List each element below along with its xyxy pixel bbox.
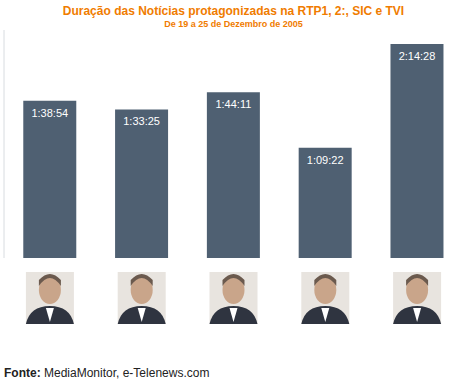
svg-text:1:38:54: 1:38:54 — [31, 107, 68, 119]
svg-text:1:09:22: 1:09:22 — [307, 154, 344, 166]
svg-text:1:44:11: 1:44:11 — [215, 98, 251, 110]
svg-text:1:33:25: 1:33:25 — [123, 115, 160, 127]
html-text:Duração das Notícias protagoni: Duração das Notícias protagonizadas na R… — [62, 4, 405, 18]
html-text:Fonte: MediaMonitor, e-Telenew: Fonte: MediaMonitor, e-Telenews.com — [4, 366, 210, 380]
html-text:De 19 a 25 de Dezembro de 2005: De 19 a 25 de Dezembro de 2005 — [164, 19, 303, 29]
svg-text:2:14:28: 2:14:28 — [399, 50, 436, 62]
